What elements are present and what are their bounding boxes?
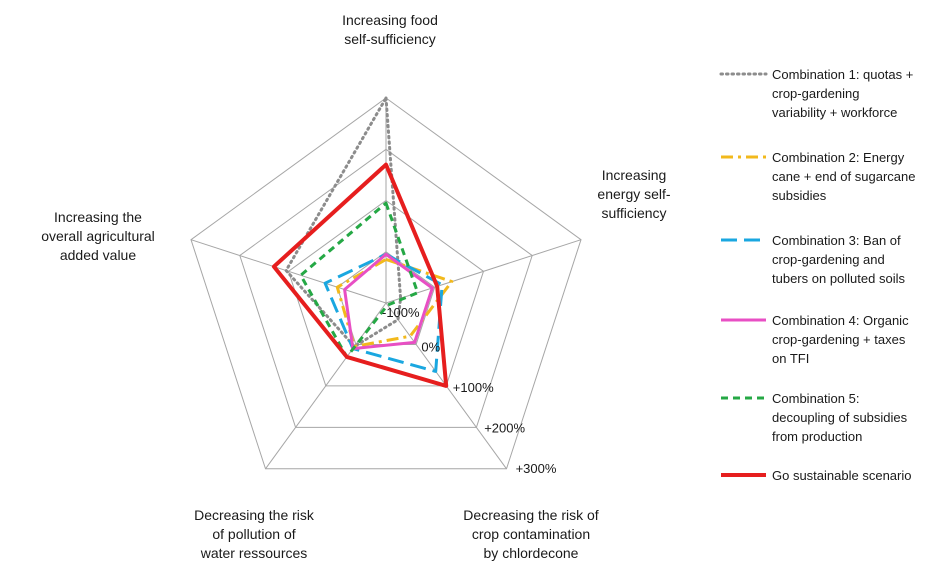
tick-label: -100% (382, 305, 420, 320)
tick-label: +100% (453, 380, 494, 395)
series-line-5 (299, 201, 420, 359)
grid-ring (239, 148, 533, 428)
legend-label-3: Combination 3: Ban of crop-gardening and t… (772, 233, 905, 286)
series-line-6 (271, 162, 449, 388)
axis-label: Increasing the overall agricultural added … (41, 209, 155, 263)
legend-label-5: Combination 5: decoupling of subsidies fro… (772, 391, 908, 444)
axis-label: Decreasing the risk of pollution of water … (194, 507, 315, 561)
grid-ring (190, 97, 582, 470)
series-line-2 (335, 257, 454, 348)
legend: Combination 1: quotas + crop-gardening var… (719, 67, 915, 483)
radar-spokes (190, 98, 582, 470)
axis-label: Decreasing the risk of crop contamination… (463, 507, 599, 561)
grid-ring (287, 199, 485, 387)
tick-label: +300% (516, 461, 557, 476)
tick-label: 0% (421, 340, 440, 355)
radar-series (271, 96, 454, 388)
axis-spoke (385, 239, 582, 304)
axis-label: Increasing food self-sufficiency (342, 12, 438, 47)
radar-tick-labels: -100% 0% +100% +200% +300% (382, 305, 557, 476)
tick-label: +200% (484, 421, 525, 436)
legend-label-6: Go sustainable scenario (772, 468, 911, 483)
legend-label-1: Combination 1: quotas + crop-gardening var… (772, 67, 913, 120)
legend-label-4: Combination 4: Organic crop-gardening + t… (772, 313, 909, 366)
series-line-4 (343, 252, 434, 351)
axis-label: Increasing energy self-sufficiency (597, 167, 670, 221)
legend-label-2: Combination 2: Energy cane + end of sugar… (772, 150, 915, 203)
radar-axis-labels: Increasing food self-sufficiency Increasin… (41, 12, 671, 561)
